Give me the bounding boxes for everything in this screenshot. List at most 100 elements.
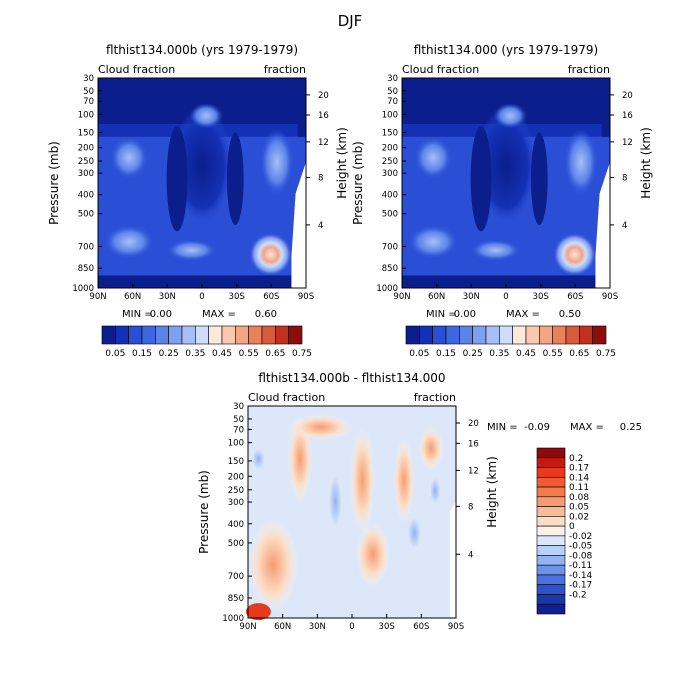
x-tick-label: 0 (349, 622, 354, 632)
x-tick-label: 60S (567, 292, 583, 302)
height-tick-label: 4 (318, 221, 323, 231)
colorbar-label: 0.75 (292, 349, 312, 359)
stats-min-value: -0.09 (524, 422, 550, 433)
height-tick-label: 20 (318, 91, 329, 101)
field-blob (248, 518, 298, 612)
plot-title: flthist134.000b - flthist134.000 (258, 371, 445, 385)
page-title: DJF (338, 12, 363, 30)
colorbar-swatch (536, 584, 566, 595)
colorbar-swatch (432, 325, 447, 345)
x-tick-label: 60N (124, 292, 141, 302)
y-tick-label: 150 (78, 128, 94, 138)
field-blob (530, 132, 548, 225)
y-axis-label: Pressure (mb) (47, 141, 61, 225)
x-tick-label: 30S (379, 622, 395, 632)
stats-min-label: MIN = (487, 422, 518, 433)
field-blob (249, 233, 292, 276)
y-tick-label: 850 (78, 264, 94, 274)
field-blob (289, 414, 352, 440)
colorbar-swatch (459, 325, 473, 345)
y-tick-label: 100 (228, 439, 244, 449)
colorbar-label: 0.17 (569, 464, 589, 474)
field-blob (324, 459, 346, 544)
field-blob (414, 136, 452, 179)
field-blob (166, 126, 188, 232)
x-tick-label: 30S (229, 292, 245, 302)
colorbar-swatch (536, 496, 566, 507)
x-tick-label: 30N (309, 622, 326, 632)
colorbar-swatch (536, 506, 566, 517)
y-tick-label: 70 (233, 425, 244, 435)
field-blob (260, 128, 294, 196)
colorbar-swatch (168, 325, 183, 345)
colorbar-label: 0.2 (569, 454, 583, 464)
colorbar-label: 0.15 (436, 349, 456, 359)
height-tick-label: 4 (622, 221, 627, 231)
x-tick-label: 30N (159, 292, 176, 302)
field-blob (356, 522, 390, 587)
colorbar-swatch (536, 516, 566, 527)
x-tick-label: 60N (274, 622, 291, 632)
colorbar-swatch (128, 325, 143, 345)
colorbar-label: 0.11 (569, 483, 589, 493)
y-tick-label: 500 (228, 539, 244, 549)
y-tick-label: 30 (233, 402, 244, 412)
colorbar-swatch (536, 594, 566, 605)
y-tick-label: 1000 (72, 284, 94, 294)
colorbar-swatch (536, 564, 566, 576)
y-axis-label: Pressure (mb) (351, 141, 365, 225)
colorbar-label: 0.15 (132, 349, 152, 359)
y-tick-label: 50 (83, 87, 94, 97)
colorbar-swatch (536, 486, 566, 498)
x-tick-label: 60S (413, 622, 429, 632)
y-tick-label: 500 (78, 210, 94, 220)
colorbar-label: 0.05 (569, 503, 589, 513)
y-tick-label: 700 (228, 572, 244, 582)
y-tick-label: 700 (382, 243, 398, 253)
x-tick-label: 90N (239, 622, 256, 632)
colorbar-swatch (536, 447, 566, 459)
y-tick-label: 400 (228, 520, 244, 530)
y-tick-label: 100 (78, 110, 94, 120)
field-blob (564, 128, 598, 196)
y-tick-label: 70 (387, 97, 398, 107)
height-tick-label: 16 (468, 439, 479, 449)
colorbar-swatch (536, 603, 566, 615)
y-tick-label: 30 (83, 74, 94, 84)
stats-max-value: 0.60 (255, 309, 277, 320)
y-tick-label: 50 (233, 415, 244, 425)
colorbar-swatch (539, 325, 553, 345)
y-tick-label: 250 (228, 486, 244, 496)
colorbar-swatch (181, 325, 196, 345)
y-tick-label: 200 (382, 144, 398, 154)
field-blob (470, 239, 521, 261)
field-mask (595, 162, 610, 288)
stats-max-value: 0.25 (620, 422, 642, 433)
field-blob (418, 427, 444, 470)
colorbar-label: -0.14 (569, 571, 593, 581)
field-blob (189, 103, 223, 129)
y-tick-label: 1000 (376, 284, 398, 294)
colorbar-swatch (536, 467, 566, 478)
colorbar-swatch (275, 325, 289, 345)
colorbar-swatch (536, 457, 566, 468)
colorbar-swatch (195, 325, 209, 345)
y-tick-label: 300 (228, 498, 244, 508)
colorbar-swatch (512, 325, 527, 345)
colorbar-label: -0.05 (569, 542, 592, 552)
stats-min-label: MIN = (426, 309, 457, 320)
colorbar-swatch (445, 325, 460, 345)
stats-max-value: 0.50 (559, 309, 581, 320)
field-blob (110, 136, 148, 179)
colorbar-swatch (419, 325, 433, 345)
y2-axis-label: Height (km) (335, 127, 349, 198)
height-tick-label: 16 (318, 111, 329, 121)
y-tick-label: 50 (387, 87, 398, 97)
y-tick-label: 1000 (222, 614, 244, 624)
colorbar-swatch (155, 325, 169, 345)
plot-left-label: Cloud fraction (248, 391, 325, 404)
y-tick-label: 70 (83, 97, 94, 107)
plot-right-label: fraction (264, 63, 306, 76)
height-tick-label: 20 (622, 91, 633, 101)
colorbar-swatch (208, 325, 223, 345)
